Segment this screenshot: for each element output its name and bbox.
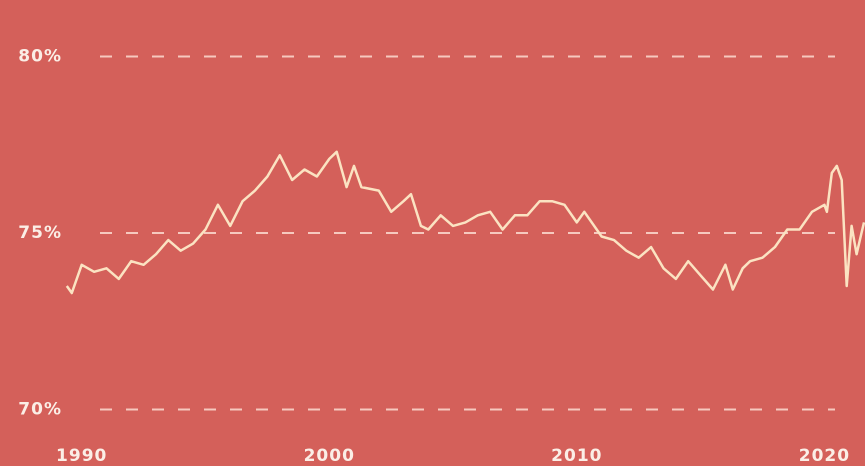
y-tick-label: 70% bbox=[18, 400, 62, 420]
x-tick-label: 1990 bbox=[56, 446, 107, 466]
x-tick-label: 2010 bbox=[551, 446, 602, 466]
x-tick-label: 2000 bbox=[304, 446, 355, 466]
y-tick-label: 80% bbox=[18, 46, 62, 66]
data-line bbox=[65, 150, 865, 295]
y-tick-label: 75% bbox=[18, 223, 62, 243]
x-tick-label: 2020 bbox=[799, 446, 850, 466]
